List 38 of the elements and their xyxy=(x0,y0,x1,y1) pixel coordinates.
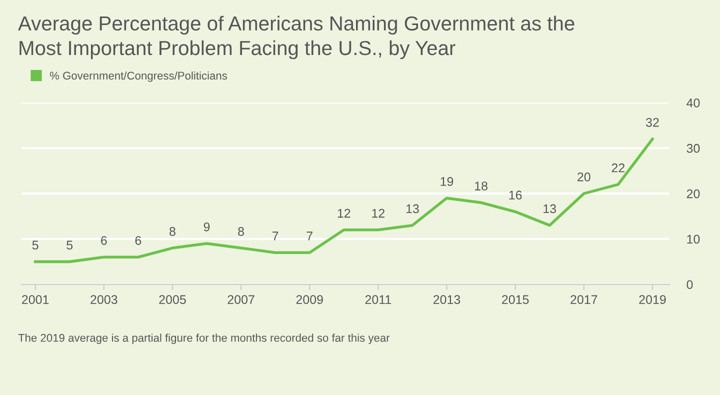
x-tick-label: 2005 xyxy=(159,295,186,304)
data-label: 6 xyxy=(135,236,142,245)
data-label: 19 xyxy=(440,177,454,186)
x-tick-label: 2017 xyxy=(570,295,598,304)
legend-label: % Government/Congress/Politicians xyxy=(50,71,228,82)
chart-title: Average Percentage of Americans Naming Government as the Most Important Problem Facing the U.S., by Year xyxy=(18,16,574,60)
x-tick-label: 2003 xyxy=(90,295,118,304)
y-tick-label: 20 xyxy=(686,189,700,198)
data-label: 16 xyxy=(509,190,522,200)
line-series xyxy=(34,138,654,264)
data-label: 12 xyxy=(338,208,350,218)
data-label: 5 xyxy=(66,240,73,250)
text: The 2019 average is a partial figure for the months recorded so far this year xyxy=(18,334,390,344)
data-label: 8 xyxy=(170,227,176,236)
data-label: 13 xyxy=(544,204,556,214)
data-label: 20 xyxy=(578,172,590,182)
x-tick-label: 2001 xyxy=(22,295,49,304)
data-label: 9 xyxy=(204,222,210,232)
y-tick-label: 30 xyxy=(686,144,700,153)
y-tick-label: 10 xyxy=(687,234,700,244)
data-label: 13 xyxy=(406,204,419,214)
x-tick-label: 2015 xyxy=(502,295,529,304)
data-label: 6 xyxy=(101,236,107,245)
y-tick-label: 40 xyxy=(686,98,700,108)
data-label: 12 xyxy=(372,208,384,218)
data-label: 32 xyxy=(646,118,659,127)
x-tick-label: 2011 xyxy=(365,295,392,304)
data-label: 8 xyxy=(238,227,244,236)
x-tick-label: 2009 xyxy=(296,295,323,304)
data-label: 22 xyxy=(612,163,624,172)
y-tick-label: 0 xyxy=(686,280,693,290)
x-tick-label: 2013 xyxy=(433,295,460,304)
data-label: 5 xyxy=(32,240,38,250)
x-tick-label: 2007 xyxy=(228,295,254,304)
data-label: 18 xyxy=(475,182,488,190)
data-label: 7 xyxy=(306,232,312,240)
data-label: 7 xyxy=(272,232,278,240)
x-tick-label: 2019 xyxy=(639,295,666,304)
